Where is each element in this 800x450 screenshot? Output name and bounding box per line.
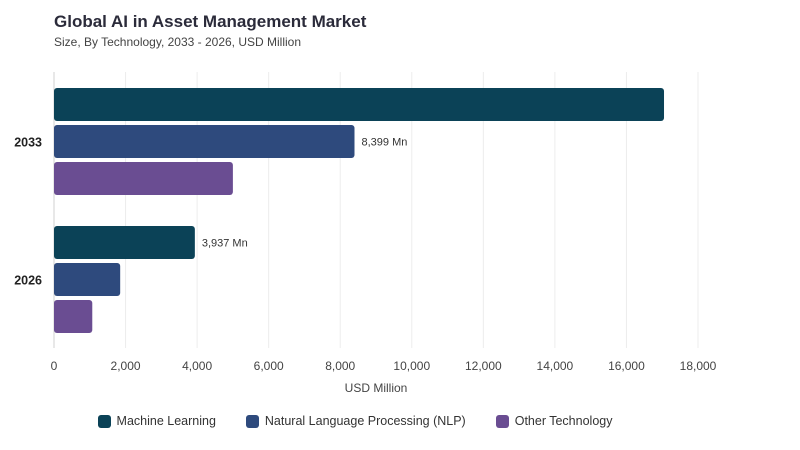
legend-label: Natural Language Processing (NLP) <box>264 414 466 428</box>
legend-swatch <box>97 414 111 428</box>
x-tick-label: 0 <box>51 359 58 373</box>
legend-swatch <box>495 414 509 428</box>
category-label: 2026 <box>14 274 42 288</box>
bar <box>54 263 121 296</box>
chart-legend: Machine Learning Natural Language Proces… <box>0 414 710 428</box>
bar <box>54 88 665 121</box>
bar <box>54 125 355 158</box>
x-tick-label: 10,000 <box>393 359 430 373</box>
chart-subtitle: Size, By Technology, 2033 - 2026, USD Mi… <box>54 35 302 49</box>
legend-label: Other Technology <box>514 414 613 428</box>
bar <box>54 162 233 195</box>
legend-item-nlp: Natural Language Processing (NLP) <box>245 414 466 428</box>
legend-label: Machine Learning <box>116 414 216 428</box>
data-label: 8,399 Mn <box>361 137 407 149</box>
x-tick-label: 6,000 <box>254 359 284 373</box>
x-tick-label: 12,000 <box>465 359 502 373</box>
category-label: 2033 <box>14 136 42 150</box>
legend-item-machine-learning: Machine Learning <box>97 414 216 428</box>
chart-title: Global AI in Asset Management Market <box>54 12 367 31</box>
data-label: 3,937 Mn <box>202 238 248 250</box>
bar <box>54 300 93 333</box>
x-tick-label: 2,000 <box>111 359 141 373</box>
legend-item-other-technology: Other Technology <box>495 414 613 428</box>
bar <box>54 226 195 259</box>
legend-swatch <box>245 414 259 428</box>
x-tick-label: 14,000 <box>537 359 574 373</box>
x-tick-label: 4,000 <box>182 359 212 373</box>
x-tick-label: 8,000 <box>325 359 355 373</box>
x-axis-label: USD Million <box>345 381 408 395</box>
x-tick-label: 16,000 <box>608 359 645 373</box>
x-tick-label: 18,000 <box>680 359 717 373</box>
